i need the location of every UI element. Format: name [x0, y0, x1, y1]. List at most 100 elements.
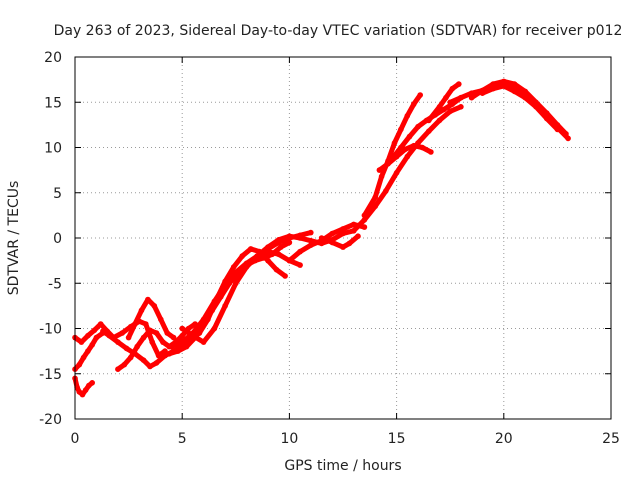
data-point	[123, 345, 130, 352]
data-point	[286, 233, 293, 239]
data-point	[355, 233, 361, 239]
data-point	[153, 360, 160, 366]
series-trace	[469, 78, 569, 137]
data-point	[143, 321, 149, 327]
data-point	[350, 228, 357, 234]
data-point	[89, 342, 95, 348]
data-point	[91, 327, 98, 334]
series-trace	[158, 240, 292, 359]
data-point	[134, 343, 140, 350]
data-point	[318, 235, 325, 241]
data-point	[522, 94, 528, 101]
data-point	[490, 85, 496, 92]
data-point	[391, 140, 398, 146]
x-tick-label: 25	[602, 431, 620, 447]
data-point	[200, 339, 207, 345]
data-point	[147, 363, 153, 370]
data-point	[222, 303, 228, 309]
data-point	[140, 357, 147, 364]
data-point	[147, 327, 153, 334]
data-point	[149, 339, 155, 345]
data-point	[239, 253, 245, 259]
data-point	[406, 133, 413, 140]
series-track-21	[479, 83, 561, 133]
y-axis-title: SDTVAR / TECUs	[6, 181, 22, 296]
series-trace	[196, 246, 288, 336]
data-point	[166, 351, 173, 357]
data-point	[179, 339, 185, 345]
data-point	[190, 332, 196, 339]
data-point	[340, 244, 346, 250]
axis-ticks: 0 5 10 15 20 25 -20 -15 -10 -5 0 5 10 15 20	[39, 50, 620, 447]
data-point	[565, 135, 571, 142]
data-point	[383, 188, 389, 194]
data-point	[243, 262, 250, 268]
data-point	[211, 325, 218, 332]
data-point	[426, 117, 432, 124]
data-point	[361, 224, 368, 230]
data-point	[273, 266, 280, 273]
x-tick-label: 10	[280, 431, 298, 447]
data-point	[183, 343, 190, 350]
data-point	[411, 101, 417, 107]
y-tick-label: 10	[44, 141, 62, 157]
data-point	[411, 142, 417, 149]
data-point	[254, 253, 260, 259]
series-trace	[351, 104, 464, 234]
data-point	[160, 339, 166, 345]
y-tick-label: 0	[53, 231, 62, 247]
chart-title: Day 263 of 2023, Sidereal Day-to-day VTE…	[54, 23, 623, 39]
data-point	[297, 235, 303, 241]
data-point	[372, 194, 379, 201]
data-point	[447, 108, 454, 115]
data-point	[398, 144, 404, 151]
data-layer	[72, 78, 571, 398]
data-point	[80, 354, 87, 361]
data-point	[140, 334, 147, 341]
data-point	[196, 330, 203, 336]
data-point	[179, 332, 185, 339]
data-point	[554, 126, 561, 133]
data-point	[361, 212, 368, 219]
data-point	[93, 334, 100, 341]
data-point	[213, 296, 220, 303]
data-point	[158, 352, 164, 359]
data-point	[361, 217, 368, 223]
data-point	[179, 325, 185, 332]
data-point	[233, 275, 239, 282]
data-point	[145, 296, 151, 303]
data-point	[138, 307, 145, 314]
x-axis-title: GPS time / hours	[284, 458, 401, 474]
data-point	[76, 361, 83, 368]
data-point	[436, 104, 443, 110]
data-point	[350, 221, 357, 228]
data-point	[436, 117, 443, 124]
data-point	[233, 280, 239, 287]
series-trace	[169, 230, 314, 350]
data-point	[275, 251, 282, 258]
data-point	[543, 115, 550, 122]
data-point	[170, 334, 177, 341]
data-point	[404, 153, 411, 160]
series-track-10	[196, 246, 288, 336]
data-point	[125, 334, 132, 341]
x-tick-label: 20	[495, 431, 513, 447]
y-tick-label: -10	[39, 322, 62, 338]
data-point	[372, 203, 379, 210]
data-point	[151, 303, 158, 309]
data-point	[127, 354, 134, 361]
data-point	[119, 330, 125, 336]
series-track-1	[72, 375, 95, 398]
data-point	[393, 170, 400, 176]
data-point	[563, 131, 569, 137]
series-track-3	[72, 330, 106, 373]
data-point	[82, 387, 89, 393]
series-track-6	[125, 296, 177, 341]
data-point	[282, 273, 288, 279]
data-point	[85, 348, 91, 354]
data-point	[511, 81, 518, 87]
data-point	[205, 316, 211, 323]
data-point	[419, 144, 426, 151]
data-point	[340, 226, 346, 232]
